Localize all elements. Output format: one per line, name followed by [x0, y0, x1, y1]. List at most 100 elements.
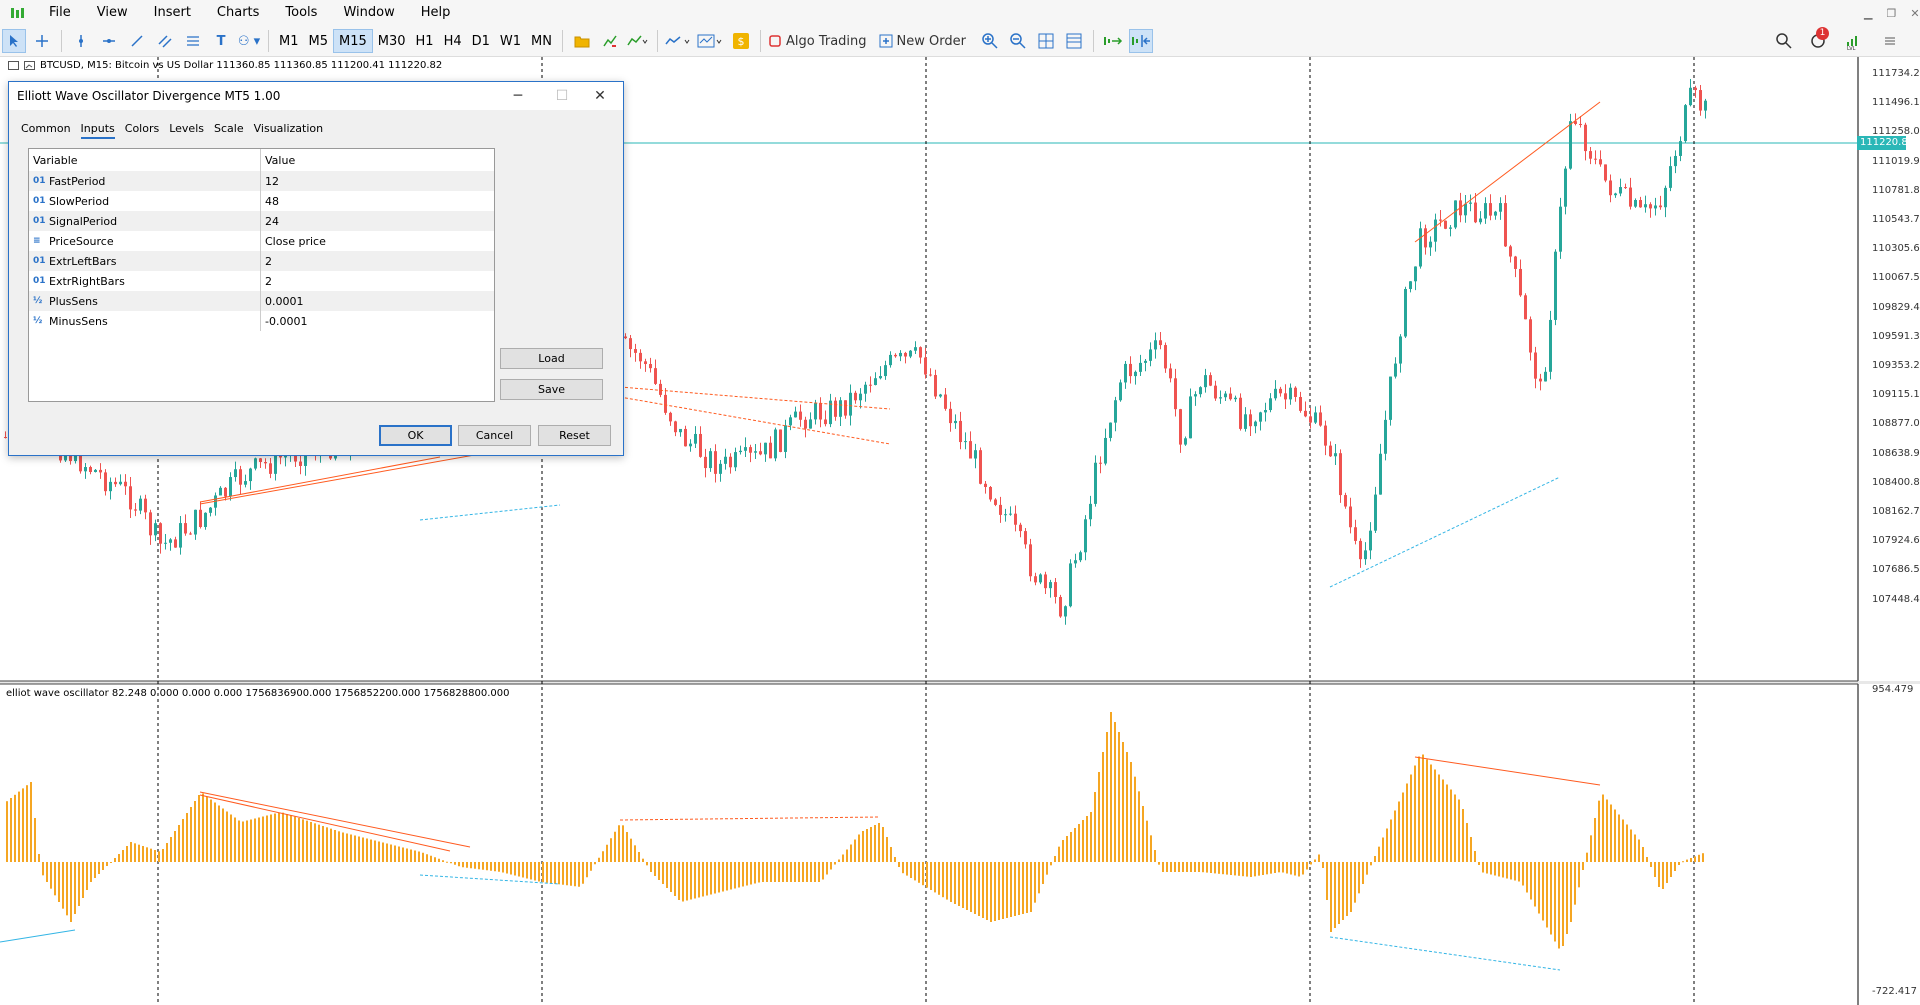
param-value[interactable]: 12 [265, 174, 279, 188]
menu-tools[interactable]: Tools [285, 5, 318, 20]
candle-body [294, 452, 297, 462]
timeframe-w1[interactable]: W1 [499, 33, 522, 49]
param-row[interactable]: 01 FastPeriod 12 [29, 171, 494, 191]
dialog-titlebar[interactable]: Elliott Wave Oscillator Divergence MT5 1… [9, 82, 623, 110]
tab-scale[interactable]: Scale [214, 122, 244, 135]
menu-help[interactable]: Help [420, 5, 451, 20]
folder-icon[interactable] [570, 29, 594, 53]
fibonacci-icon[interactable] [181, 29, 205, 53]
oscillator-bar [306, 820, 308, 862]
cursor-icon[interactable] [2, 29, 26, 53]
param-value[interactable]: 2 [265, 254, 272, 268]
candle-body [1304, 410, 1307, 417]
tab-inputs[interactable]: Inputs [80, 122, 115, 139]
param-value[interactable]: 48 [265, 194, 279, 208]
timeframe-h1[interactable]: H1 [415, 33, 434, 49]
chart-type-icon[interactable] [665, 29, 693, 53]
candle-body [1419, 228, 1422, 267]
shapes-icon[interactable]: ⚇ ▾ [237, 33, 261, 49]
ok-button[interactable]: OK [379, 425, 452, 446]
menu-charts[interactable]: Charts [216, 5, 260, 20]
text-icon[interactable]: T [216, 33, 226, 49]
param-value[interactable]: Close price [265, 234, 326, 248]
column-variable[interactable]: Variable [29, 149, 261, 171]
autoscroll-icon[interactable] [1101, 29, 1125, 53]
restore-icon[interactable]: ❐ [1886, 6, 1897, 20]
menu-window[interactable]: Window [343, 5, 395, 20]
candle-body [1669, 166, 1672, 188]
oscillator-bar [334, 830, 336, 862]
param-row[interactable]: 01 SignalPeriod 24 [29, 211, 494, 231]
oscillator-bar [254, 818, 256, 862]
notifications-button[interactable]: 1 [1806, 27, 1830, 53]
oscillator-bar [74, 862, 76, 914]
tab-visualization[interactable]: Visualization [253, 122, 324, 135]
column-value[interactable]: Value [265, 153, 296, 167]
candle-body [839, 400, 842, 417]
reset-button[interactable]: Reset [538, 425, 611, 446]
signal-level-icon[interactable]: LVL [1842, 29, 1866, 53]
channel-icon[interactable] [153, 29, 177, 53]
minimize-icon[interactable]: ▁ [1864, 6, 1873, 20]
param-row[interactable]: 01 ExtrRightBars 2 [29, 271, 494, 291]
oscillator-bar [1414, 765, 1416, 862]
dialog-minimize-icon[interactable]: ─ [513, 88, 523, 104]
oscillator-bar [442, 860, 444, 862]
tile-windows-icon[interactable] [1034, 29, 1058, 53]
tab-levels[interactable]: Levels [169, 122, 204, 135]
oscillator-bar [1206, 862, 1208, 873]
collapse-ribbon-icon[interactable] [1878, 29, 1902, 53]
trendline-icon[interactable] [125, 29, 149, 53]
chart-shift-icon[interactable] [1128, 29, 1153, 53]
param-row[interactable]: 01 ExtrLeftBars 2 [29, 251, 494, 271]
timeframe-m5[interactable]: M5 [308, 33, 329, 49]
zoom-in-icon[interactable] [978, 29, 1002, 53]
oscillator-bar [578, 862, 580, 887]
new-order-button[interactable]: New Order [879, 29, 974, 53]
tab-colors[interactable]: Colors [124, 122, 160, 135]
timeframe-mn[interactable]: MN [531, 33, 552, 49]
load-button[interactable]: Load [500, 348, 603, 369]
oscillator-bar [1366, 862, 1368, 875]
cancel-button[interactable]: Cancel [458, 425, 531, 446]
param-value[interactable]: 24 [265, 214, 279, 228]
timeframe-d1[interactable]: D1 [471, 33, 490, 49]
oscillator-bar [222, 808, 224, 862]
algo-trading-button[interactable]: Algo Trading [768, 29, 875, 53]
zoom-out-icon[interactable] [1006, 29, 1030, 53]
param-row[interactable]: 01 SlowPeriod 48 [29, 191, 494, 211]
oscillator-bar [86, 862, 88, 890]
vertical-line-icon[interactable] [69, 29, 93, 53]
param-value[interactable]: 0.0001 [265, 294, 304, 308]
indicators-icon[interactable] [598, 29, 622, 53]
separator [561, 30, 563, 52]
depth-of-market-icon[interactable] [1062, 29, 1086, 53]
line-chart-icon[interactable] [626, 29, 650, 53]
templates-icon[interactable] [697, 29, 725, 53]
save-button[interactable]: Save [500, 379, 603, 400]
timeframe-h4[interactable]: H4 [443, 33, 462, 49]
param-value[interactable]: 2 [265, 274, 272, 288]
param-row[interactable]: ≡ PriceSource Close price [29, 231, 494, 251]
menu-view[interactable]: View [96, 5, 128, 20]
candle-body [1374, 494, 1377, 531]
menu-file[interactable]: File [49, 5, 71, 20]
horizontal-line-icon[interactable] [97, 29, 121, 53]
dialog-close-icon[interactable]: ✕ [594, 88, 606, 104]
close-window-icon[interactable]: ✕ [1910, 6, 1920, 20]
oscillator-bar [1374, 856, 1376, 862]
param-value[interactable]: -0.0001 [265, 314, 308, 328]
dollar-icon[interactable]: $ [729, 29, 753, 53]
oscillator-bar [938, 862, 940, 895]
crosshair-icon[interactable] [30, 29, 54, 53]
param-row[interactable]: ½ PlusSens 0.0001 [29, 291, 494, 311]
timeframe-m15[interactable]: M15 [333, 29, 373, 53]
tab-common[interactable]: Common [21, 122, 71, 135]
param-row[interactable]: ½ MinusSens -0.0001 [29, 311, 494, 331]
oscillator-bar [1098, 772, 1100, 862]
timeframe-m30[interactable]: M30 [377, 33, 406, 49]
timeframe-m1[interactable]: M1 [279, 33, 299, 49]
search-icon[interactable] [1772, 29, 1796, 53]
oscillator-bar [1422, 754, 1424, 862]
menu-insert[interactable]: Insert [153, 5, 191, 20]
